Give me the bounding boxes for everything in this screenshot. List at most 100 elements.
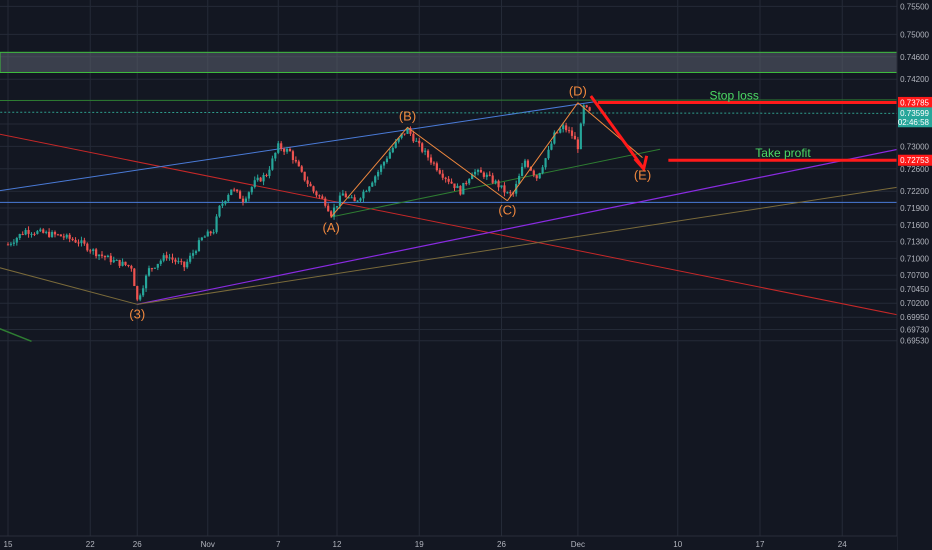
candle-body bbox=[6, 244, 10, 246]
price-tag-bg bbox=[898, 116, 932, 128]
candle-body bbox=[582, 105, 585, 124]
candle-body bbox=[379, 165, 383, 172]
candle-body bbox=[294, 160, 297, 162]
candle-body bbox=[177, 261, 180, 263]
candle-body bbox=[459, 185, 462, 195]
candle-body bbox=[362, 191, 365, 199]
time-tick-label: Dec bbox=[571, 540, 585, 549]
candle-body bbox=[324, 198, 327, 206]
candle-body bbox=[112, 260, 115, 263]
candlestick-series[interactable] bbox=[6, 104, 591, 302]
candle-body bbox=[300, 166, 303, 172]
price-tag-bg bbox=[898, 107, 932, 119]
candle-body bbox=[77, 242, 80, 244]
candle-body bbox=[150, 268, 154, 270]
candle-body bbox=[27, 229, 30, 234]
candle-body bbox=[247, 192, 250, 199]
price-tick-label: 0.69950 bbox=[900, 313, 929, 322]
sell-arrow-shaft bbox=[589, 95, 645, 170]
candle-body bbox=[12, 242, 15, 244]
candle-body bbox=[309, 183, 312, 187]
candle-body bbox=[92, 249, 95, 251]
candle-body bbox=[159, 260, 162, 264]
time-tick-label: 12 bbox=[333, 540, 342, 549]
price-tick-label: 0.73000 bbox=[900, 142, 929, 151]
candle-body bbox=[89, 250, 92, 252]
candle-body bbox=[438, 170, 441, 174]
candle-body bbox=[303, 171, 306, 181]
candle-body bbox=[24, 229, 27, 235]
candle-body bbox=[256, 177, 259, 181]
candle-body bbox=[500, 185, 503, 188]
wave-segment bbox=[330, 127, 408, 218]
candle-body bbox=[130, 265, 133, 269]
candle-body bbox=[341, 193, 344, 196]
price-tag-countdown: 02:46:58 bbox=[898, 118, 930, 127]
candle-body bbox=[471, 174, 474, 180]
candle-body bbox=[374, 176, 377, 183]
candle-body bbox=[218, 205, 221, 217]
candle-body bbox=[203, 236, 206, 238]
candle-body bbox=[283, 148, 286, 152]
candle-body bbox=[124, 261, 127, 265]
candle-body bbox=[97, 254, 101, 257]
candle-body bbox=[518, 175, 521, 184]
candle-body bbox=[394, 141, 397, 148]
candle-body bbox=[397, 137, 400, 142]
candle-body bbox=[485, 174, 488, 177]
price-tick-label: 0.75000 bbox=[900, 30, 929, 39]
wave-label: (C) bbox=[498, 203, 516, 218]
candle-body bbox=[71, 238, 74, 241]
candle-body bbox=[406, 128, 409, 134]
price-tick-label: 0.72600 bbox=[900, 165, 929, 174]
candle-body bbox=[321, 196, 324, 199]
time-tick-label: 7 bbox=[276, 540, 281, 549]
candle-body bbox=[153, 267, 156, 269]
candle-body bbox=[65, 234, 68, 238]
candle-body bbox=[359, 198, 362, 201]
candle-body bbox=[541, 167, 544, 174]
time-axis-panel[interactable] bbox=[0, 536, 897, 550]
candle-body bbox=[233, 189, 236, 191]
candle-body bbox=[482, 172, 485, 177]
wave-labels: (3) (A) (B) (C) (D) (E) bbox=[129, 84, 651, 322]
candle-body bbox=[579, 123, 582, 150]
time-tick-label: 10 bbox=[673, 540, 682, 549]
candle-body bbox=[139, 295, 142, 300]
candle-body bbox=[171, 257, 174, 260]
candle-body bbox=[109, 255, 112, 263]
candle-body bbox=[227, 194, 230, 201]
price-axis-panel[interactable] bbox=[897, 0, 932, 550]
candle-body bbox=[544, 158, 547, 168]
candle-body bbox=[103, 255, 107, 258]
candle-body bbox=[165, 255, 168, 259]
candle-body bbox=[191, 253, 195, 256]
candle-body bbox=[241, 198, 245, 203]
candle-body bbox=[576, 139, 579, 150]
candle-body bbox=[156, 263, 159, 268]
candle-body bbox=[538, 173, 541, 179]
candle-body bbox=[562, 125, 565, 130]
candle-body bbox=[142, 288, 145, 296]
candle-body bbox=[83, 240, 86, 244]
price-axis[interactable]: 0.755000.750000.746000.742000.734000.730… bbox=[900, 2, 929, 345]
candle-body bbox=[426, 150, 430, 158]
time-axis[interactable]: 15 22 26 Nov 7 12 19 26 Dec 10 17 24 bbox=[4, 540, 848, 549]
candle-body bbox=[335, 206, 339, 208]
candle-body bbox=[189, 255, 192, 262]
sell-arrow-head bbox=[633, 155, 649, 172]
price-tick-label: 0.70700 bbox=[900, 271, 929, 280]
green-line-bottom-left bbox=[0, 327, 32, 342]
candle-body bbox=[447, 178, 450, 182]
candle-body bbox=[174, 259, 177, 262]
candle-body bbox=[39, 229, 42, 232]
candle-body bbox=[274, 152, 277, 159]
candle-body bbox=[86, 243, 89, 251]
candle-body bbox=[468, 179, 471, 184]
candle-body bbox=[33, 233, 36, 235]
candle-body bbox=[127, 264, 130, 266]
candle-body bbox=[456, 185, 459, 189]
time-tick-label: 19 bbox=[415, 540, 424, 549]
